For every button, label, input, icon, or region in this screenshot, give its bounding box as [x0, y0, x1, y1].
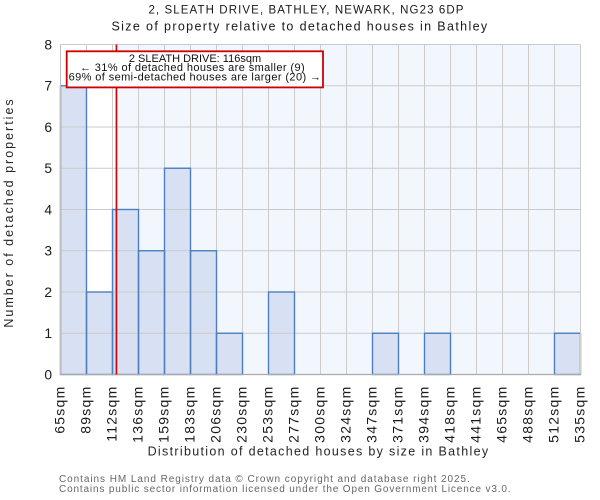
svg-text:183sqm: 183sqm	[182, 386, 198, 443]
svg-text:Number of detached properties: Number of detached properties	[2, 97, 16, 327]
svg-text:512sqm: 512sqm	[546, 386, 562, 443]
svg-text:465sqm: 465sqm	[494, 386, 510, 443]
svg-text:1: 1	[44, 326, 52, 341]
svg-text:230sqm: 230sqm	[234, 386, 250, 443]
svg-text:206sqm: 206sqm	[208, 386, 224, 443]
svg-text:Contains HM Land Registry data: Contains HM Land Registry data © Crown c…	[59, 474, 471, 485]
svg-text:3: 3	[44, 244, 52, 259]
svg-text:2, SLEATH DRIVE, BATHLEY, NEWA: 2, SLEATH DRIVE, BATHLEY, NEWARK, NG23 6…	[148, 5, 464, 17]
svg-text:2: 2	[44, 285, 52, 300]
svg-text:159sqm: 159sqm	[156, 386, 172, 443]
svg-text:8: 8	[44, 37, 52, 52]
svg-text:300sqm: 300sqm	[312, 386, 328, 443]
svg-text:← 31% of detached houses are s: ← 31% of detached houses are smaller (9)	[80, 62, 305, 74]
svg-text:69% of semi-detached houses ar: 69% of semi-detached houses are larger (…	[69, 71, 322, 83]
svg-text:253sqm: 253sqm	[260, 386, 276, 443]
svg-text:Size of property relative to d: Size of property relative to detached ho…	[111, 19, 488, 33]
svg-text:6: 6	[44, 120, 52, 135]
svg-text:2 SLEATH DRIVE: 116sqm: 2 SLEATH DRIVE: 116sqm	[129, 53, 261, 65]
svg-text:394sqm: 394sqm	[416, 386, 432, 443]
svg-text:4: 4	[44, 202, 52, 217]
svg-text:488sqm: 488sqm	[520, 386, 536, 443]
svg-text:112sqm: 112sqm	[104, 386, 120, 442]
svg-text:Contains public sector informa: Contains public sector information licen…	[59, 484, 511, 495]
svg-text:371sqm: 371sqm	[390, 386, 406, 443]
svg-text:65sqm: 65sqm	[52, 386, 68, 434]
svg-text:324sqm: 324sqm	[338, 386, 354, 443]
svg-text:89sqm: 89sqm	[78, 386, 94, 434]
svg-text:535sqm: 535sqm	[572, 386, 588, 443]
svg-text:418sqm: 418sqm	[442, 386, 458, 443]
svg-text:441sqm: 441sqm	[468, 386, 484, 443]
svg-text:277sqm: 277sqm	[286, 386, 302, 443]
svg-text:5: 5	[44, 161, 52, 176]
svg-text:7: 7	[44, 79, 52, 94]
svg-text:136sqm: 136sqm	[130, 386, 146, 443]
svg-text:347sqm: 347sqm	[364, 386, 380, 443]
svg-text:0: 0	[44, 367, 52, 382]
svg-text:Distribution of detached house: Distribution of detached houses by size …	[148, 445, 490, 459]
